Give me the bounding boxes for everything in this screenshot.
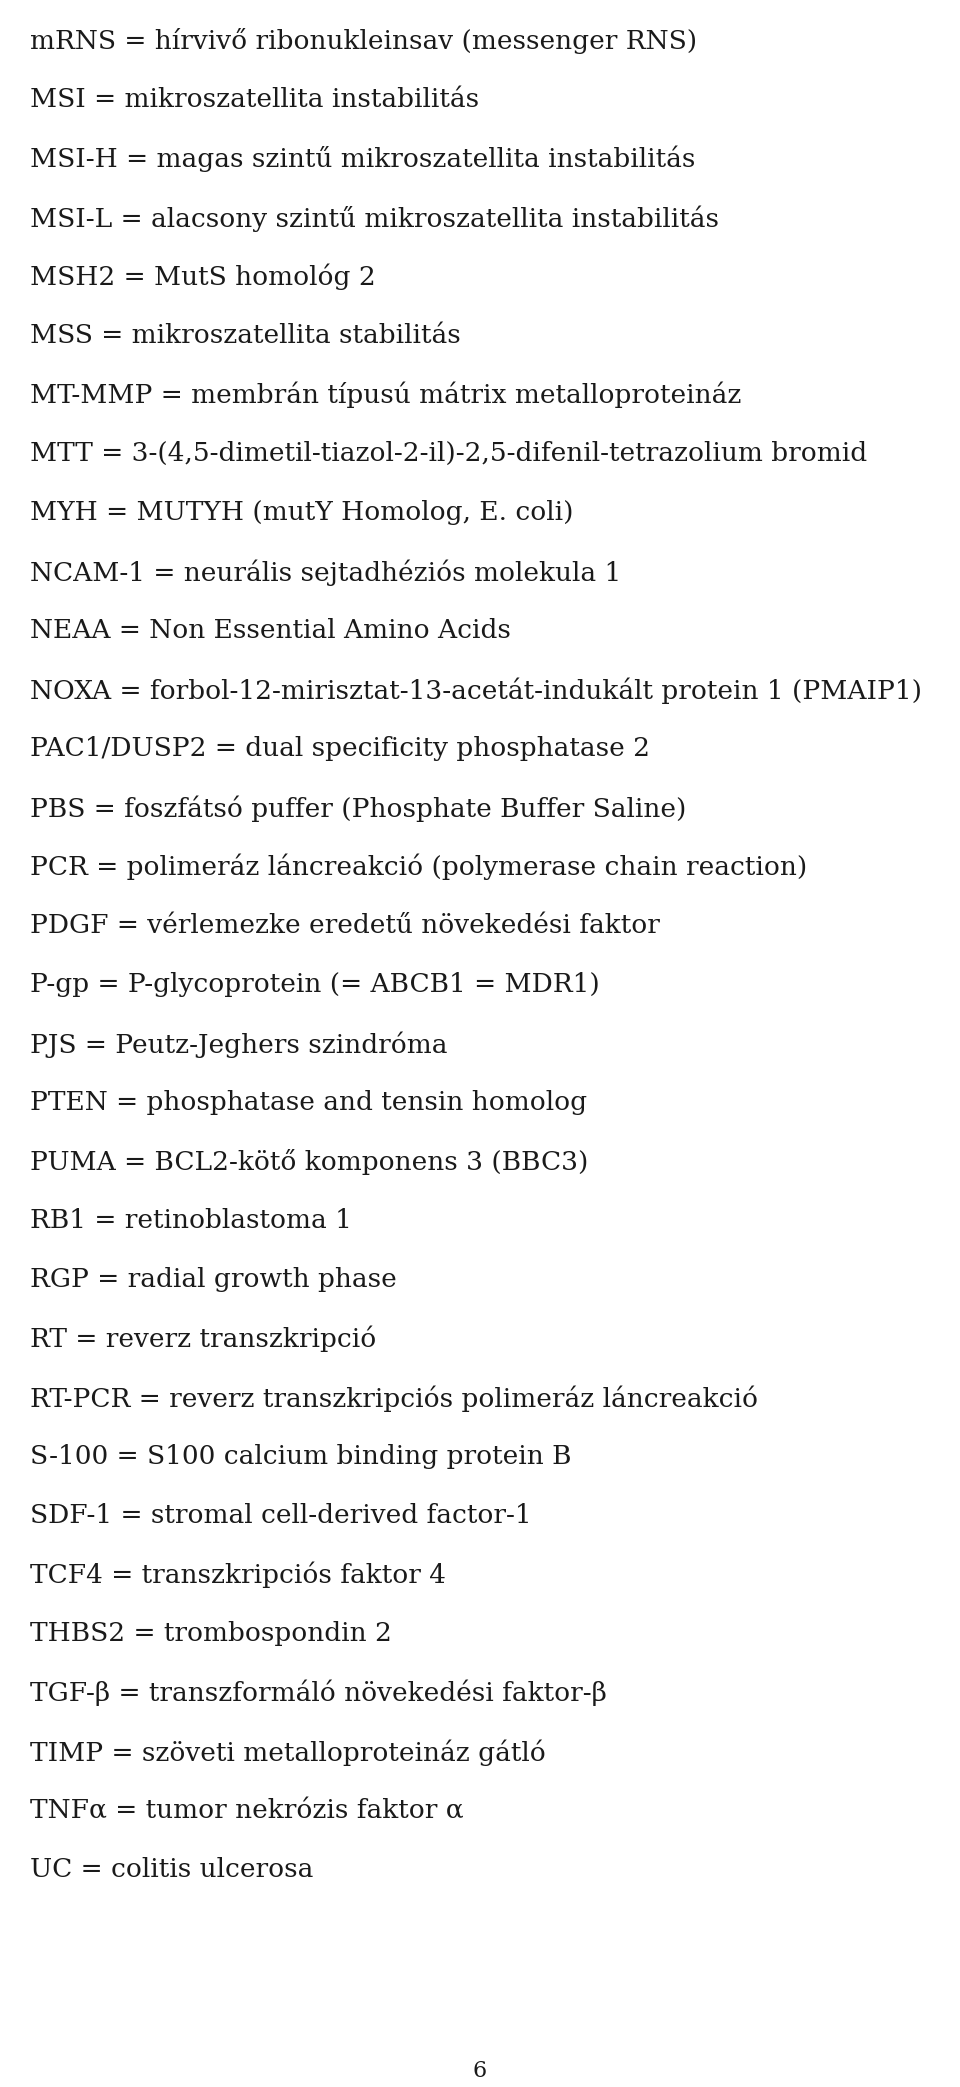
- Text: TCF4 = transzkripciós faktor 4: TCF4 = transzkripciós faktor 4: [30, 1561, 446, 1588]
- Text: MSI-H = magas szintű mikroszatellita instabilitás: MSI-H = magas szintű mikroszatellita ins…: [30, 146, 695, 173]
- Text: MSH2 = MutS homológ 2: MSH2 = MutS homológ 2: [30, 263, 375, 290]
- Text: MYH = MUTYH (mutY Homolog, E. coli): MYH = MUTYH (mutY Homolog, E. coli): [30, 501, 573, 526]
- Text: RT-PCR = reverz transzkripciós polimeráz láncreakció: RT-PCR = reverz transzkripciós polimeráz…: [30, 1386, 758, 1411]
- Text: RB1 = retinoblastoma 1: RB1 = retinoblastoma 1: [30, 1208, 352, 1233]
- Text: THBS2 = trombospondin 2: THBS2 = trombospondin 2: [30, 1622, 392, 1647]
- Text: MSI = mikroszatellita instabilitás: MSI = mikroszatellita instabilitás: [30, 88, 479, 113]
- Text: RT = reverz transzkripció: RT = reverz transzkripció: [30, 1325, 376, 1352]
- Text: MSS = mikroszatellita stabilitás: MSS = mikroszatellita stabilitás: [30, 323, 461, 349]
- Text: MT-MMP = membrán típusú mátrix metalloproteináz: MT-MMP = membrán típusú mátrix metallopr…: [30, 382, 741, 409]
- Text: 6: 6: [473, 2060, 487, 2083]
- Text: NOXA = forbol-12-mirisztat-13-acetát-indukált protein 1 (PMAIP1): NOXA = forbol-12-mirisztat-13-acetát-ind…: [30, 676, 922, 703]
- Text: UC = colitis ulcerosa: UC = colitis ulcerosa: [30, 1857, 313, 1882]
- Text: S-100 = S100 calcium binding protein B: S-100 = S100 calcium binding protein B: [30, 1444, 571, 1469]
- Text: mRNS = hírvivő ribonukleinsav (messenger RNS): mRNS = hírvivő ribonukleinsav (messenger…: [30, 27, 697, 54]
- Text: TGF-β = transzformáló növekedési faktor-β: TGF-β = transzformáló növekedési faktor-…: [30, 1680, 607, 1707]
- Text: NCAM-1 = neurális sejtadhéziós molekula 1: NCAM-1 = neurális sejtadhéziós molekula …: [30, 559, 621, 586]
- Text: MSI-L = alacsony szintű mikroszatellita instabilitás: MSI-L = alacsony szintű mikroszatellita …: [30, 205, 719, 232]
- Text: P-gp = P-glycoprotein (= ABCB1 = MDR1): P-gp = P-glycoprotein (= ABCB1 = MDR1): [30, 973, 600, 998]
- Text: SDF-1 = stromal cell-derived factor-1: SDF-1 = stromal cell-derived factor-1: [30, 1503, 532, 1528]
- Text: PCR = polimeráz láncreakció (polymerase chain reaction): PCR = polimeráz láncreakció (polymerase …: [30, 854, 807, 881]
- Text: PDGF = vérlemezke eredetű növekedési faktor: PDGF = vérlemezke eredetű növekedési fak…: [30, 912, 660, 937]
- Text: TNFα = tumor nekrózis faktor α: TNFα = tumor nekrózis faktor α: [30, 1799, 464, 1824]
- Text: RGP = radial growth phase: RGP = radial growth phase: [30, 1267, 396, 1292]
- Text: PJS = Peutz-Jeghers szindróma: PJS = Peutz-Jeghers szindróma: [30, 1031, 447, 1058]
- Text: PTEN = phosphatase and tensin homolog: PTEN = phosphatase and tensin homolog: [30, 1089, 588, 1114]
- Text: PAC1/DUSP2 = dual specificity phosphatase 2: PAC1/DUSP2 = dual specificity phosphatas…: [30, 737, 650, 762]
- Text: PBS = foszfátsó puffer (Phosphate Buffer Saline): PBS = foszfátsó puffer (Phosphate Buffer…: [30, 795, 686, 822]
- Text: PUMA = BCL2-kötő komponens 3 (BBC3): PUMA = BCL2-kötő komponens 3 (BBC3): [30, 1150, 588, 1175]
- Text: MTT = 3-(4,5-dimetil-tiazol-2-il)-2,5-difenil-tetrazolium bromid: MTT = 3-(4,5-dimetil-tiazol-2-il)-2,5-di…: [30, 440, 867, 465]
- Text: TIMP = szöveti metalloproteináz gátló: TIMP = szöveti metalloproteináz gátló: [30, 1738, 545, 1766]
- Text: NEAA = Non Essential Amino Acids: NEAA = Non Essential Amino Acids: [30, 618, 511, 643]
